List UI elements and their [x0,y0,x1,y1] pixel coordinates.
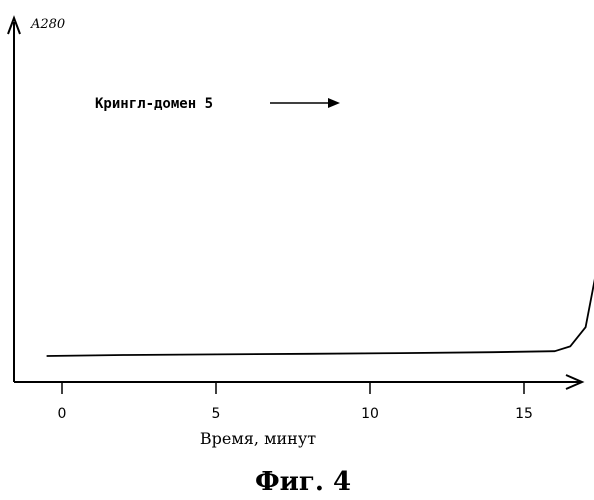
x-ticks: 0510152025 [58,382,594,422]
data-line [47,46,594,356]
x-tick-label: 15 [515,406,533,422]
annotation-label: Крингл-домен 5 [95,96,213,112]
x-tick-label: 5 [212,406,221,422]
x-axis-label: Время, минут [200,429,316,448]
y-axis-label: A280 [30,17,65,32]
annotation-arrowhead-icon [328,98,340,108]
x-tick-label: 10 [361,406,379,422]
x-tick-label: 0 [58,406,67,422]
figure-caption: Фиг. 4 [255,467,351,497]
